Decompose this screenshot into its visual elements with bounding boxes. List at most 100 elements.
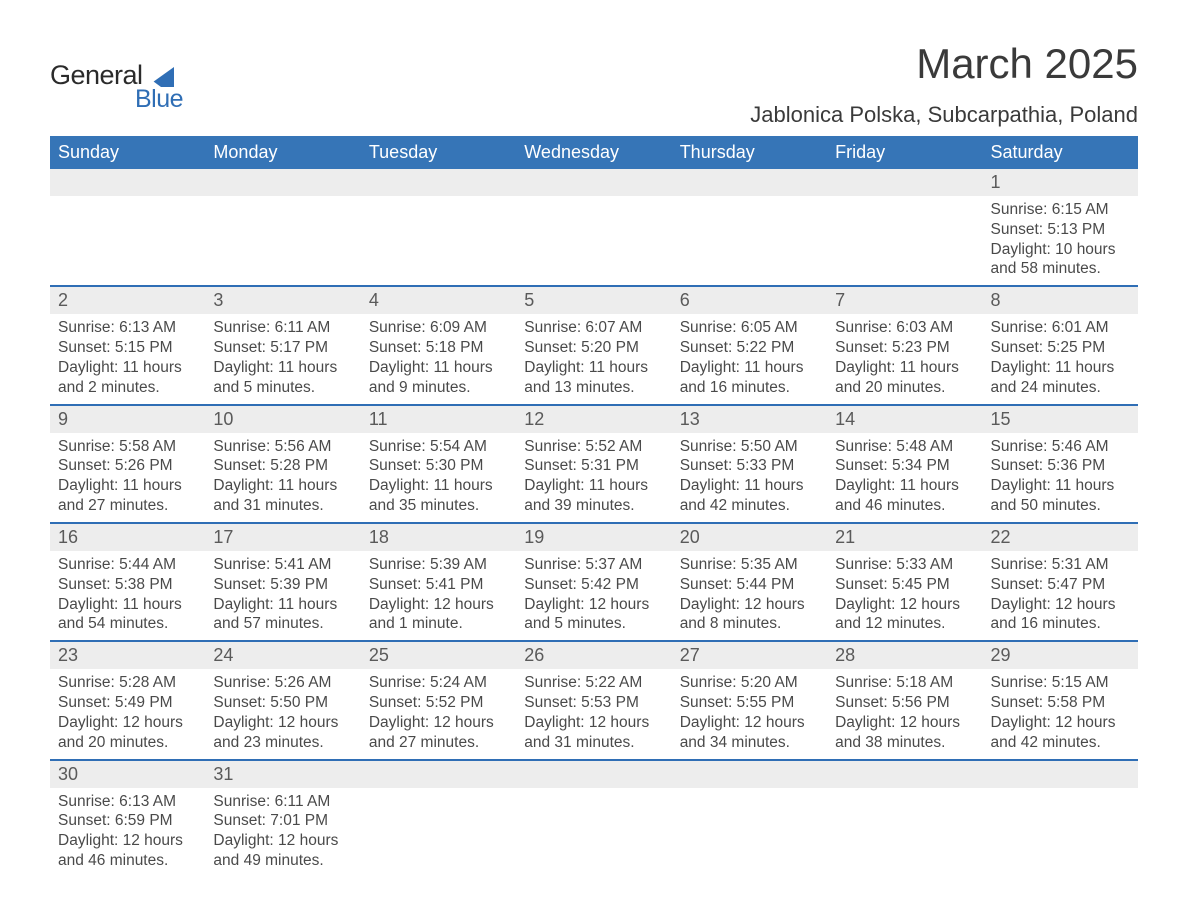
day-number: [983, 761, 1138, 788]
sunset-line: Sunset: 5:41 PM: [369, 575, 508, 595]
day-details: Sunrise: 5:58 AMSunset: 5:26 PMDaylight:…: [50, 433, 205, 522]
calendar-cell: 6Sunrise: 6:05 AMSunset: 5:22 PMDaylight…: [672, 286, 827, 404]
day-number: 2: [50, 287, 205, 314]
day-details: [361, 788, 516, 848]
calendar-cell: 31Sunrise: 6:11 AMSunset: 7:01 PMDayligh…: [205, 760, 360, 877]
day-details: Sunrise: 6:09 AMSunset: 5:18 PMDaylight:…: [361, 314, 516, 403]
sunset-line: Sunset: 5:30 PM: [369, 456, 508, 476]
calendar-cell: 15Sunrise: 5:46 AMSunset: 5:36 PMDayligh…: [983, 405, 1138, 523]
sunset-line: Sunset: 6:59 PM: [58, 811, 197, 831]
day-number: 17: [205, 524, 360, 551]
calendar-week: 16Sunrise: 5:44 AMSunset: 5:38 PMDayligh…: [50, 523, 1138, 641]
col-thursday: Thursday: [672, 136, 827, 169]
calendar-cell: 17Sunrise: 5:41 AMSunset: 5:39 PMDayligh…: [205, 523, 360, 641]
brand-triangle-icon: [146, 65, 174, 87]
day-number: 25: [361, 642, 516, 669]
sunrise-line: Sunrise: 6:13 AM: [58, 318, 197, 338]
day-number: 24: [205, 642, 360, 669]
day-number: 30: [50, 761, 205, 788]
day-number: [50, 169, 205, 196]
month-title: March 2025: [750, 40, 1138, 88]
daylight-line: Daylight: 11 hours and 16 minutes.: [680, 358, 819, 398]
sunset-line: Sunset: 5:44 PM: [680, 575, 819, 595]
day-details: [827, 196, 982, 276]
sunrise-line: Sunrise: 5:35 AM: [680, 555, 819, 575]
sunrise-line: Sunrise: 6:05 AM: [680, 318, 819, 338]
day-details: Sunrise: 5:39 AMSunset: 5:41 PMDaylight:…: [361, 551, 516, 640]
day-number: 16: [50, 524, 205, 551]
day-number: 27: [672, 642, 827, 669]
calendar-cell: 1Sunrise: 6:15 AMSunset: 5:13 PMDaylight…: [983, 169, 1138, 286]
daylight-line: Daylight: 12 hours and 42 minutes.: [991, 713, 1130, 753]
day-number: 6: [672, 287, 827, 314]
day-details: Sunrise: 5:28 AMSunset: 5:49 PMDaylight:…: [50, 669, 205, 758]
calendar-cell: 21Sunrise: 5:33 AMSunset: 5:45 PMDayligh…: [827, 523, 982, 641]
day-number: [516, 761, 671, 788]
sunset-line: Sunset: 5:15 PM: [58, 338, 197, 358]
daylight-line: Daylight: 11 hours and 54 minutes.: [58, 595, 197, 635]
daylight-line: Daylight: 11 hours and 20 minutes.: [835, 358, 974, 398]
col-saturday: Saturday: [983, 136, 1138, 169]
brand-word2: Blue: [135, 85, 183, 114]
calendar-cell: 25Sunrise: 5:24 AMSunset: 5:52 PMDayligh…: [361, 641, 516, 759]
daylight-line: Daylight: 12 hours and 12 minutes.: [835, 595, 974, 635]
day-number: 8: [983, 287, 1138, 314]
sunset-line: Sunset: 5:20 PM: [524, 338, 663, 358]
brand-logo: General Blue: [50, 60, 183, 114]
calendar-cell: 11Sunrise: 5:54 AMSunset: 5:30 PMDayligh…: [361, 405, 516, 523]
sunrise-line: Sunrise: 5:26 AM: [213, 673, 352, 693]
day-number: [361, 169, 516, 196]
sunrise-line: Sunrise: 5:37 AM: [524, 555, 663, 575]
day-number: [361, 761, 516, 788]
daylight-line: Daylight: 11 hours and 31 minutes.: [213, 476, 352, 516]
col-friday: Friday: [827, 136, 982, 169]
day-details: Sunrise: 5:41 AMSunset: 5:39 PMDaylight:…: [205, 551, 360, 640]
sunrise-line: Sunrise: 5:48 AM: [835, 437, 974, 457]
calendar-cell: 20Sunrise: 5:35 AMSunset: 5:44 PMDayligh…: [672, 523, 827, 641]
calendar-week: 23Sunrise: 5:28 AMSunset: 5:49 PMDayligh…: [50, 641, 1138, 759]
sunset-line: Sunset: 5:47 PM: [991, 575, 1130, 595]
sunrise-line: Sunrise: 5:28 AM: [58, 673, 197, 693]
daylight-line: Daylight: 12 hours and 1 minute.: [369, 595, 508, 635]
calendar-cell: [983, 760, 1138, 877]
day-details: Sunrise: 5:44 AMSunset: 5:38 PMDaylight:…: [50, 551, 205, 640]
sunrise-line: Sunrise: 5:50 AM: [680, 437, 819, 457]
daylight-line: Daylight: 11 hours and 5 minutes.: [213, 358, 352, 398]
calendar-cell: 22Sunrise: 5:31 AMSunset: 5:47 PMDayligh…: [983, 523, 1138, 641]
day-number: 12: [516, 406, 671, 433]
calendar-cell: 16Sunrise: 5:44 AMSunset: 5:38 PMDayligh…: [50, 523, 205, 641]
day-number: [827, 169, 982, 196]
calendar-cell: [827, 169, 982, 286]
sunset-line: Sunset: 5:26 PM: [58, 456, 197, 476]
daylight-line: Daylight: 11 hours and 50 minutes.: [991, 476, 1130, 516]
col-monday: Monday: [205, 136, 360, 169]
calendar-cell: [50, 169, 205, 286]
brand-word1: General: [50, 60, 143, 91]
day-number: 18: [361, 524, 516, 551]
day-number: 29: [983, 642, 1138, 669]
sunset-line: Sunset: 5:39 PM: [213, 575, 352, 595]
sunrise-line: Sunrise: 5:24 AM: [369, 673, 508, 693]
sunrise-line: Sunrise: 6:15 AM: [991, 200, 1130, 220]
calendar-cell: [672, 760, 827, 877]
sunrise-line: Sunrise: 5:56 AM: [213, 437, 352, 457]
day-number: 3: [205, 287, 360, 314]
calendar-week: 9Sunrise: 5:58 AMSunset: 5:26 PMDaylight…: [50, 405, 1138, 523]
day-details: Sunrise: 6:11 AMSunset: 5:17 PMDaylight:…: [205, 314, 360, 403]
daylight-line: Daylight: 11 hours and 42 minutes.: [680, 476, 819, 516]
daylight-line: Daylight: 11 hours and 24 minutes.: [991, 358, 1130, 398]
sunrise-line: Sunrise: 6:11 AM: [213, 792, 352, 812]
sunrise-line: Sunrise: 5:33 AM: [835, 555, 974, 575]
day-details: [516, 196, 671, 276]
sunset-line: Sunset: 7:01 PM: [213, 811, 352, 831]
sunrise-line: Sunrise: 5:52 AM: [524, 437, 663, 457]
calendar-cell: 13Sunrise: 5:50 AMSunset: 5:33 PMDayligh…: [672, 405, 827, 523]
sunset-line: Sunset: 5:13 PM: [991, 220, 1130, 240]
sunset-line: Sunset: 5:56 PM: [835, 693, 974, 713]
day-details: Sunrise: 6:03 AMSunset: 5:23 PMDaylight:…: [827, 314, 982, 403]
calendar-cell: 24Sunrise: 5:26 AMSunset: 5:50 PMDayligh…: [205, 641, 360, 759]
sunrise-line: Sunrise: 5:41 AM: [213, 555, 352, 575]
sunrise-line: Sunrise: 5:46 AM: [991, 437, 1130, 457]
title-block: March 2025 Jablonica Polska, Subcarpathi…: [750, 40, 1138, 128]
sunrise-line: Sunrise: 5:31 AM: [991, 555, 1130, 575]
